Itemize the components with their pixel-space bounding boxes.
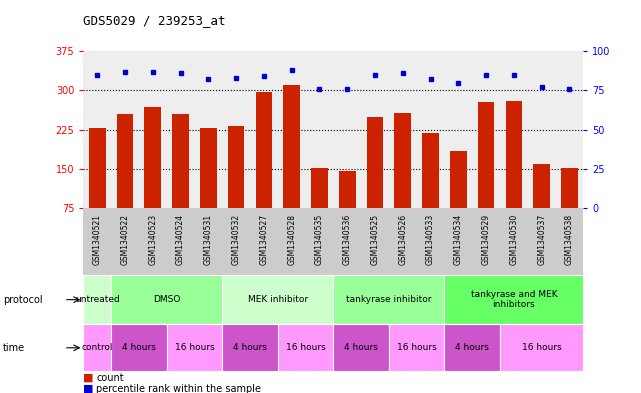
Text: time: time	[3, 343, 26, 353]
Bar	[422, 133, 439, 208]
Text: 4 hours: 4 hours	[122, 343, 156, 352]
Text: tankyrase inhibitor: tankyrase inhibitor	[346, 295, 431, 304]
Bar	[117, 114, 133, 208]
Bar	[144, 107, 161, 208]
Text: 16 hours: 16 hours	[397, 343, 437, 352]
Text: tankyrase and MEK
inhibitors: tankyrase and MEK inhibitors	[470, 290, 557, 309]
Bar	[389, 324, 444, 371]
Bar	[311, 168, 328, 208]
Bar	[450, 151, 467, 208]
Bar	[561, 168, 578, 208]
Text: GSM1340527: GSM1340527	[260, 214, 269, 265]
Text: GSM1340526: GSM1340526	[398, 214, 407, 265]
Text: 16 hours: 16 hours	[286, 343, 326, 352]
Text: ■: ■	[83, 373, 94, 383]
Text: GSM1340528: GSM1340528	[287, 214, 296, 264]
Text: 16 hours: 16 hours	[522, 343, 562, 352]
Bar	[394, 113, 411, 208]
Bar	[200, 128, 217, 208]
Text: GSM1340521: GSM1340521	[93, 214, 102, 264]
Text: GSM1340531: GSM1340531	[204, 214, 213, 265]
Text: GSM1340529: GSM1340529	[481, 214, 490, 265]
Text: percentile rank within the sample: percentile rank within the sample	[96, 384, 261, 393]
Bar	[533, 164, 550, 208]
Bar	[339, 171, 356, 208]
Text: GSM1340522: GSM1340522	[121, 214, 129, 264]
Text: control: control	[81, 343, 113, 352]
Text: GSM1340532: GSM1340532	[231, 214, 240, 265]
Bar	[500, 324, 583, 371]
Bar	[83, 275, 111, 324]
Bar	[278, 324, 333, 371]
Text: GSM1340524: GSM1340524	[176, 214, 185, 265]
Bar	[444, 324, 500, 371]
Text: 4 hours: 4 hours	[344, 343, 378, 352]
Text: 4 hours: 4 hours	[455, 343, 489, 352]
Text: GSM1340536: GSM1340536	[343, 214, 352, 265]
Bar	[444, 275, 583, 324]
Text: GSM1340523: GSM1340523	[148, 214, 157, 265]
Text: GSM1340535: GSM1340535	[315, 214, 324, 265]
Text: GSM1340537: GSM1340537	[537, 214, 546, 265]
Text: ■: ■	[83, 384, 94, 393]
Bar	[256, 92, 272, 208]
Text: count: count	[96, 373, 124, 383]
Text: 4 hours: 4 hours	[233, 343, 267, 352]
Text: GSM1340530: GSM1340530	[510, 214, 519, 265]
Bar	[222, 275, 333, 324]
Bar	[506, 101, 522, 208]
Text: DMSO: DMSO	[153, 295, 180, 304]
Bar	[83, 324, 111, 371]
Bar	[222, 324, 278, 371]
Text: GSM1340525: GSM1340525	[370, 214, 379, 265]
Bar	[89, 128, 106, 208]
Text: untreated: untreated	[75, 295, 120, 304]
Bar	[111, 324, 167, 371]
Bar	[333, 275, 444, 324]
Text: GSM1340534: GSM1340534	[454, 214, 463, 265]
Bar	[283, 85, 300, 208]
Text: MEK inhibitor: MEK inhibitor	[247, 295, 308, 304]
Text: protocol: protocol	[3, 295, 43, 305]
Bar	[333, 324, 389, 371]
Bar	[172, 114, 189, 208]
Bar	[111, 275, 222, 324]
Text: GDS5029 / 239253_at: GDS5029 / 239253_at	[83, 15, 226, 28]
Bar	[367, 117, 383, 208]
Bar	[167, 324, 222, 371]
Text: GSM1340538: GSM1340538	[565, 214, 574, 265]
Bar	[478, 102, 494, 208]
Text: GSM1340533: GSM1340533	[426, 214, 435, 265]
Bar	[228, 126, 244, 208]
Text: 16 hours: 16 hours	[174, 343, 214, 352]
